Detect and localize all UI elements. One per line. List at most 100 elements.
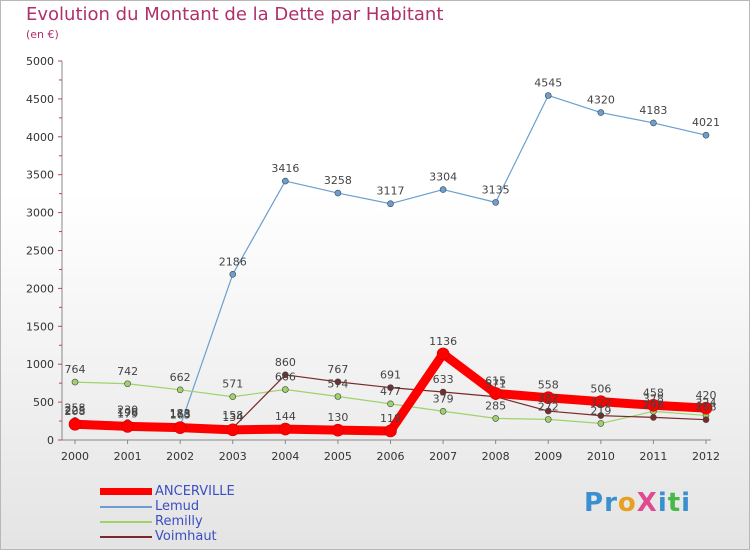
x-tick-label: 2005	[324, 450, 352, 463]
data-point-voimhaut	[702, 416, 710, 423]
data-point-voimhaut	[544, 407, 552, 415]
data-label-voimhaut: 158	[222, 409, 243, 422]
data-label-lemud: 258	[65, 401, 86, 414]
data-label-ancerville: 615	[485, 374, 506, 387]
y-tick-label: 3000	[26, 207, 54, 220]
data-point-ancerville	[594, 395, 608, 408]
y-tick-label: 2000	[26, 282, 54, 295]
data-label-ancerville: 144	[275, 410, 296, 423]
data-label-remilly: 272	[538, 400, 559, 413]
data-label-voimhaut: 322	[590, 397, 611, 410]
data-point-remilly	[334, 393, 342, 400]
data-label-ancerville: 458	[643, 386, 664, 399]
legend-swatch-voimhaut	[100, 536, 152, 538]
data-label-remilly: 666	[275, 371, 296, 384]
x-tick-label: 2007	[429, 450, 457, 463]
data-point-ancerville	[699, 401, 713, 415]
data-point-lemud	[229, 271, 237, 278]
data-label-voimhaut: 767	[327, 363, 348, 376]
logo-letter: t	[667, 488, 682, 518]
x-tick-label: 2012	[692, 450, 720, 463]
data-point-remilly	[492, 415, 499, 422]
data-point-remilly	[282, 386, 289, 393]
data-point-lemud	[282, 177, 289, 185]
data-label-lemud: 4320	[587, 94, 615, 107]
data-label-remilly: 378	[643, 392, 664, 405]
data-label-ancerville: 208	[65, 405, 86, 418]
chart-title: Evolution du Montant de la Dette par Hab…	[26, 4, 444, 25]
data-label-ancerville: 134	[222, 411, 243, 424]
legend-label-ancerville: ANCERVILLE	[155, 484, 235, 499]
data-label-remilly: 662	[170, 371, 191, 384]
data-label-ancerville: 1136	[429, 335, 457, 348]
legend-swatch-remilly	[100, 521, 152, 523]
data-point-ancerville	[226, 423, 240, 437]
data-label-lemud: 3117	[377, 185, 405, 198]
data-label-voimhaut: 382	[538, 392, 559, 405]
legend-label-lemud: Lemud	[155, 499, 200, 514]
data-point-remilly	[387, 400, 394, 408]
logo-letter: i	[681, 488, 692, 518]
data-point-remilly	[176, 386, 184, 394]
data-label-remilly: 742	[117, 365, 138, 378]
y-tick-label: 1000	[26, 358, 54, 371]
data-label-voimhaut: 178	[170, 408, 191, 421]
data-point-ancerville	[121, 420, 134, 433]
x-tick-label: 2004	[271, 450, 299, 463]
data-point-lemud	[544, 92, 552, 99]
chart-subtitle: (en €)	[26, 28, 59, 41]
data-label-lemud: 3304	[429, 171, 457, 184]
x-tick-label: 2002	[166, 450, 194, 463]
data-label-voimhaut: 691	[380, 369, 401, 382]
legend-label-voimhaut: Voimhaut	[155, 529, 217, 544]
data-point-lemud	[492, 199, 499, 206]
data-label-lemud: 4021	[692, 116, 720, 129]
data-label-ancerville: 130	[327, 411, 348, 424]
data-point-voimhaut	[597, 412, 605, 419]
x-tick-label: 2008	[482, 450, 510, 463]
data-label-voimhaut: 633	[433, 373, 454, 386]
data-point-voimhaut	[334, 378, 342, 386]
y-tick-label: 0	[47, 434, 54, 447]
data-point-ancerville	[489, 387, 502, 400]
data-point-ancerville	[279, 422, 292, 436]
data-point-remilly	[229, 393, 237, 401]
y-tick-label: 4000	[26, 131, 54, 144]
data-label-ancerville: 179	[117, 407, 138, 420]
data-point-voimhaut	[282, 371, 289, 379]
data-point-voimhaut	[650, 414, 657, 421]
data-point-lemud	[387, 200, 394, 208]
x-tick-label: 2009	[534, 450, 562, 463]
data-label-ancerville: 558	[538, 379, 559, 392]
data-point-voimhaut	[439, 388, 447, 396]
x-tick-label: 2000	[61, 450, 89, 463]
data-label-lemud: 4545	[534, 76, 562, 89]
y-tick-label: 2500	[26, 245, 54, 258]
data-label-ancerville: 119	[380, 412, 401, 425]
data-label-remilly: 477	[380, 385, 401, 398]
data-label-lemud: 3258	[324, 174, 352, 187]
data-label-remilly: 219	[590, 404, 611, 417]
data-label-voimhaut: 268	[696, 401, 717, 414]
data-point-ancerville	[647, 398, 660, 412]
data-point-lemud	[650, 119, 657, 127]
data-label-remilly: 379	[433, 392, 454, 405]
data-label-ancerville: 506	[590, 383, 611, 396]
data-label-voimhaut: 225	[65, 404, 86, 417]
legend-label-remilly: Remilly	[155, 514, 203, 529]
data-label-lemud: 3135	[482, 183, 510, 196]
x-tick-label: 2001	[114, 450, 142, 463]
data-point-ancerville	[384, 424, 397, 438]
logo-letter: P	[584, 488, 605, 518]
y-tick-label: 4500	[26, 93, 54, 106]
data-point-remilly	[597, 420, 605, 427]
data-label-lemud: 183	[170, 407, 191, 420]
logo-letter: X	[636, 488, 658, 518]
logo-letter: o	[617, 488, 637, 518]
data-label-voimhaut: 298	[643, 398, 664, 411]
data-point-ancerville	[331, 423, 345, 437]
proxiti-logo: ProXiti	[584, 488, 691, 518]
data-point-lemud	[597, 109, 605, 116]
